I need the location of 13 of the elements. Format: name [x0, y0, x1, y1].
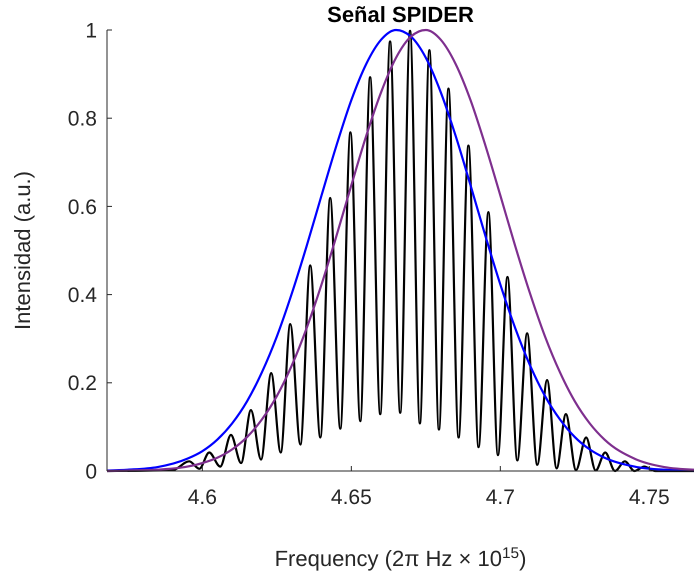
- y-tick-label: 0.6: [68, 196, 97, 219]
- x-tick-label: 4.7: [486, 486, 515, 509]
- x-axis-title: Frequency (2π Hz × 10$^{15}$): [274, 544, 526, 571]
- y-tick-label: 0.4: [68, 284, 98, 307]
- y-tick-label: 1: [85, 19, 97, 42]
- y-tick-label: 0.2: [68, 372, 97, 396]
- y-tick-label: 0: [85, 460, 97, 484]
- x-tick-label: 4.75: [628, 486, 670, 509]
- x-tick-label: 4.6: [188, 486, 217, 509]
- chart-title: Señal SPIDER: [327, 2, 474, 27]
- x-tick-label: 4.65: [330, 486, 372, 509]
- y-tick-label: 0.8: [68, 108, 97, 131]
- y-axis-title: Intensidad (a.u.): [10, 171, 35, 330]
